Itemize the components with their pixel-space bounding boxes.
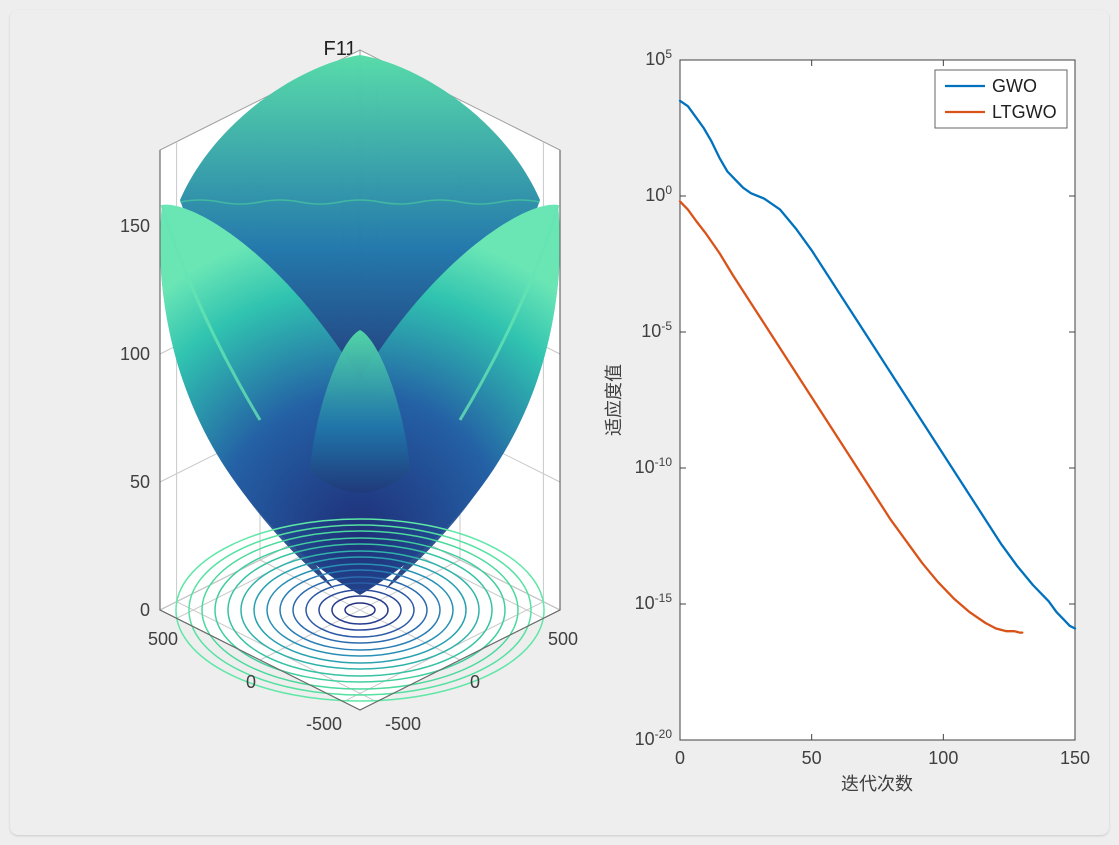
ylabel: 适应度值 bbox=[604, 364, 624, 436]
y-tick-2: 500 bbox=[148, 629, 178, 649]
z-tick-2: 100 bbox=[120, 344, 150, 364]
z-ticks: 0 50 100 150 bbox=[120, 216, 150, 620]
x-tick-1: 0 bbox=[470, 672, 480, 692]
xlabel: 迭代次数 bbox=[841, 774, 913, 794]
convergence-svg: 10-20 10-15 10-10 10-5 100 105 0 50 100 150 迭代次数… bbox=[600, 40, 1090, 800]
y-tick-label: 105 bbox=[645, 47, 672, 69]
y-tick-0: -500 bbox=[306, 714, 342, 734]
legend: GWO LTGWO bbox=[935, 70, 1067, 128]
surface-subplot: F11 bbox=[50, 30, 580, 810]
z-tick-1: 50 bbox=[130, 472, 150, 492]
figure-window: F11 bbox=[10, 10, 1109, 835]
legend-label-1: LTGWO bbox=[992, 102, 1057, 122]
y-tick-1: 0 bbox=[246, 672, 256, 692]
surface-svg: F11 bbox=[50, 30, 580, 810]
legend-label-0: GWO bbox=[992, 76, 1037, 96]
z-tick-0: 0 bbox=[140, 600, 150, 620]
x-tick-label: 0 bbox=[675, 748, 685, 768]
y-ticks-2d: 10-20 10-15 10-10 10-5 100 105 bbox=[635, 47, 673, 749]
x-tick-label: 150 bbox=[1060, 748, 1090, 768]
axes-2d bbox=[680, 60, 1075, 740]
z-tick-3: 150 bbox=[120, 216, 150, 236]
x-tick-0: -500 bbox=[385, 714, 421, 734]
y-tick-label: 10-20 bbox=[635, 727, 673, 749]
x-ticks-2d: 0 50 100 150 bbox=[675, 748, 1090, 768]
convergence-subplot: 10-20 10-15 10-10 10-5 100 105 0 50 100 150 迭代次数… bbox=[600, 40, 1090, 800]
y-tick-label: 10-5 bbox=[641, 319, 672, 341]
x-tick-label: 100 bbox=[928, 748, 958, 768]
y-tick-label: 10-15 bbox=[635, 591, 673, 613]
y-tick-label: 10-10 bbox=[635, 455, 673, 477]
y-tick-label: 100 bbox=[645, 183, 672, 205]
x-tick-label: 50 bbox=[802, 748, 822, 768]
x-tick-2: 500 bbox=[548, 629, 578, 649]
